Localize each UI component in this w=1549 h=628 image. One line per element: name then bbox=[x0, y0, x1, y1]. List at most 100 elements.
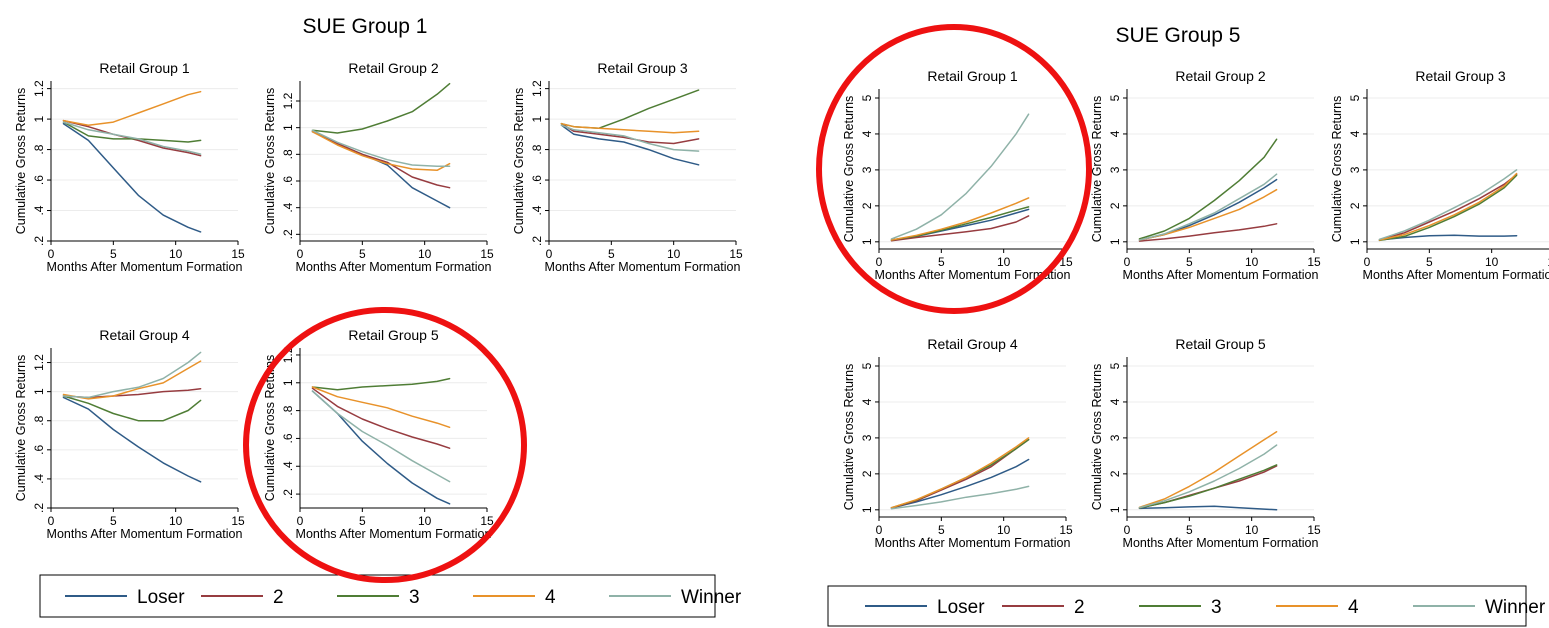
x-tick-label: 0 bbox=[1124, 523, 1131, 537]
y-tick-label: .8 bbox=[281, 149, 295, 159]
x-axis-label: Months After Momentum Formation bbox=[875, 268, 1071, 282]
series-line-loser bbox=[311, 390, 451, 505]
y-tick-label: 5 bbox=[860, 94, 874, 101]
legend-label: Loser bbox=[937, 597, 985, 618]
series-line-loser bbox=[62, 122, 202, 233]
series-line-2 bbox=[311, 130, 451, 189]
panel-title: Retail Group 4 bbox=[927, 336, 1017, 352]
y-tick-label: 5 bbox=[1348, 94, 1362, 101]
x-tick-label: 5 bbox=[359, 247, 366, 261]
y-tick-label: .4 bbox=[281, 202, 295, 212]
panel-title: Retail Group 5 bbox=[1175, 336, 1265, 352]
series-line-loser bbox=[560, 124, 700, 166]
series-line-loser bbox=[62, 396, 202, 483]
series-line-3 bbox=[311, 82, 451, 134]
x-tick-label: 10 bbox=[997, 523, 1011, 537]
y-tick-label: .6 bbox=[530, 175, 544, 185]
panel-title: Retail Group 4 bbox=[99, 327, 189, 343]
legend-label: Loser bbox=[137, 587, 185, 608]
series-line-loser bbox=[890, 458, 1030, 509]
y-axis-label: Cumulative Gross Returns bbox=[842, 364, 856, 511]
x-tick-label: 5 bbox=[938, 523, 945, 537]
x-tick-label: 0 bbox=[1124, 255, 1131, 269]
y-tick-label: .4 bbox=[281, 461, 295, 471]
y-tick-label: .6 bbox=[32, 444, 46, 454]
series-line-2 bbox=[311, 387, 451, 449]
y-tick-label: 1.2 bbox=[32, 354, 46, 371]
y-tick-label: 3 bbox=[1348, 166, 1362, 173]
x-tick-label: 10 bbox=[667, 247, 681, 261]
y-tick-label: .4 bbox=[32, 205, 46, 215]
y-tick-label: 1 bbox=[860, 238, 874, 245]
y-tick-label: 1 bbox=[1348, 238, 1362, 245]
series-line-3 bbox=[62, 395, 202, 422]
y-tick-label: 3 bbox=[1108, 166, 1122, 173]
series-line-2 bbox=[1378, 173, 1518, 241]
y-tick-label: 1 bbox=[281, 379, 295, 386]
series-line-2 bbox=[890, 215, 1030, 242]
legend-label: 3 bbox=[409, 587, 420, 608]
y-axis-label: Cumulative Gross Returns bbox=[263, 88, 277, 235]
x-axis-label: Months After Momentum Formation bbox=[1363, 268, 1549, 282]
y-tick-label: 4 bbox=[1348, 130, 1362, 137]
x-tick-label: 0 bbox=[48, 247, 55, 261]
y-tick-label: 1 bbox=[530, 115, 544, 122]
y-tick-label: .6 bbox=[32, 175, 46, 185]
y-tick-label: 2 bbox=[1108, 470, 1122, 477]
x-tick-label: 10 bbox=[418, 247, 432, 261]
x-tick-label: 15 bbox=[1547, 255, 1549, 269]
x-tick-label: 5 bbox=[938, 255, 945, 269]
series-line-4 bbox=[311, 386, 451, 429]
series-line-4 bbox=[1138, 431, 1278, 509]
figure-title: SUE Group 1 bbox=[303, 15, 428, 38]
series-line-2 bbox=[1138, 223, 1278, 242]
y-axis-label: Cumulative Gross Returns bbox=[14, 355, 28, 502]
x-tick-label: 15 bbox=[1307, 255, 1321, 269]
y-tick-label: .4 bbox=[530, 205, 544, 215]
panel-title: Retail Group 3 bbox=[597, 60, 687, 76]
y-tick-label: 5 bbox=[860, 362, 874, 369]
x-tick-label: 15 bbox=[1059, 255, 1073, 269]
y-tick-label: 4 bbox=[1108, 398, 1122, 405]
legend-label: 3 bbox=[1211, 597, 1222, 618]
y-tick-label: 1.2 bbox=[281, 92, 295, 109]
figure-title: SUE Group 5 bbox=[1116, 24, 1241, 47]
x-tick-label: 0 bbox=[876, 255, 883, 269]
y-tick-label: 4 bbox=[860, 130, 874, 137]
y-tick-label: 2 bbox=[1108, 202, 1122, 209]
y-tick-label: 2 bbox=[1348, 202, 1362, 209]
series-line-winner bbox=[560, 124, 700, 152]
x-tick-label: 5 bbox=[1186, 255, 1193, 269]
x-tick-label: 0 bbox=[546, 247, 553, 261]
series-line-3 bbox=[560, 89, 700, 129]
y-tick-label: .2 bbox=[32, 236, 46, 246]
legend-label: Winner bbox=[1485, 597, 1546, 618]
x-tick-label: 15 bbox=[480, 247, 494, 261]
y-tick-label: 1 bbox=[32, 388, 46, 395]
series-line-2 bbox=[62, 119, 202, 157]
x-tick-label: 5 bbox=[110, 514, 117, 528]
series-line-winner bbox=[311, 129, 451, 168]
legend: Loser 2 3 4 Winner bbox=[827, 585, 1546, 627]
x-tick-label: 0 bbox=[1364, 255, 1371, 269]
y-tick-label: 5 bbox=[1108, 94, 1122, 101]
x-axis-label: Months After Momentum Formation bbox=[47, 527, 243, 541]
y-axis-label: Cumulative Gross Returns bbox=[842, 96, 856, 243]
x-axis-label: Months After Momentum Formation bbox=[1123, 536, 1319, 550]
x-tick-label: 15 bbox=[231, 247, 245, 261]
series-line-winner bbox=[311, 390, 451, 483]
y-tick-label: 1.2 bbox=[32, 80, 46, 97]
y-tick-label: .6 bbox=[281, 176, 295, 186]
x-tick-label: 10 bbox=[169, 247, 183, 261]
y-tick-label: 1 bbox=[32, 115, 46, 122]
series-line-winner bbox=[1378, 169, 1518, 241]
series-line-4 bbox=[62, 360, 202, 400]
x-tick-label: 15 bbox=[1059, 523, 1073, 537]
panel-title: Retail Group 2 bbox=[348, 60, 438, 76]
